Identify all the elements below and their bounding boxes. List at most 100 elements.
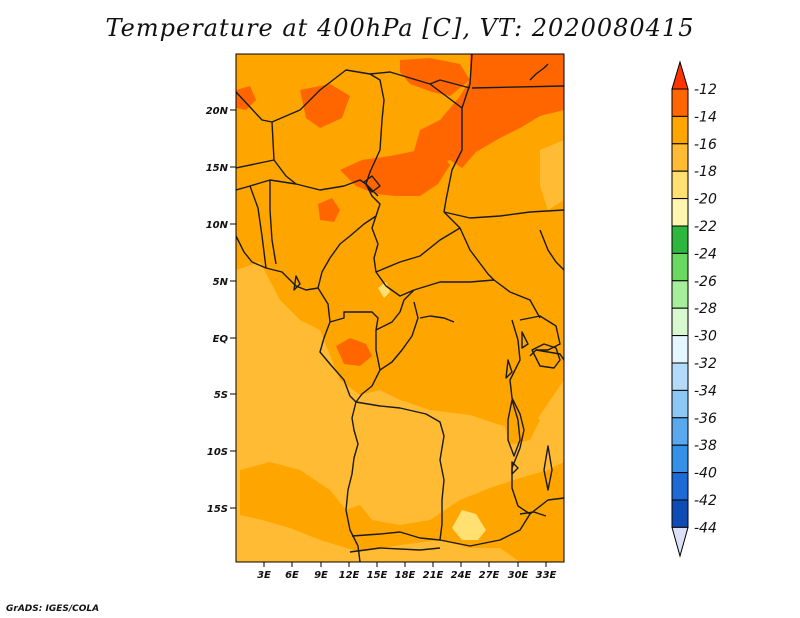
country-borders: [236, 54, 564, 562]
border-north-3: [369, 71, 495, 281]
contour-minus12-west: [236, 86, 256, 110]
lake-kariba: [519, 511, 547, 517]
colorbar-label-9: -30: [694, 329, 717, 345]
border-zambia: [439, 497, 564, 547]
lat-label-eq: EQ: [213, 334, 229, 345]
border-kenya: [539, 229, 564, 271]
colorbar-swatch-6: [671, 252, 689, 282]
longitude-axis: 3E 6E 9E 12E 15E 18E 21E 24E 27E 30E 33E: [257, 562, 557, 581]
latitude-axis: 20N 15N 10N 5N EQ 5S 10S 15S: [206, 106, 236, 515]
colorbar-swatch-1: [671, 115, 689, 145]
lat-label-5s: 5S: [214, 390, 228, 401]
colorbar-label-1: -14: [694, 109, 717, 125]
border-north-2: [271, 69, 385, 185]
colorbar-label-7: -26: [694, 274, 717, 290]
lake-malawi: [543, 445, 553, 491]
coastline: [236, 235, 361, 562]
colorbar-swatch-10: [671, 362, 689, 391]
border-angola-south: [351, 531, 401, 537]
lon-label-21e: 21E: [423, 570, 444, 581]
colorbar-label-0: -12: [694, 82, 717, 98]
border-westafrica-1: [249, 185, 267, 269]
lon-label-18e: 18E: [395, 570, 416, 581]
colorbar-label-13: -38: [694, 438, 717, 454]
lat-label-20n: 20N: [206, 106, 229, 117]
lon-label-3e: 3E: [257, 570, 271, 581]
lake-volta: [293, 275, 301, 291]
colorbar-label-2: -16: [694, 137, 717, 153]
footer-credit: GrADS: IGES/COLA: [6, 604, 100, 614]
lat-label-10n: 10N: [206, 220, 229, 231]
colorbar-swatch-4: [671, 198, 689, 227]
lon-label-24e: 24E: [451, 570, 472, 581]
contour-minus12-nigeria: [318, 198, 340, 222]
lake-tumba: [419, 315, 455, 323]
colorbar-swatch-15: [671, 499, 689, 528]
lat-label-10s: 10S: [207, 447, 228, 458]
lake-albert: [521, 331, 529, 349]
border-sahel-2: [273, 159, 297, 185]
lon-label-33e: 33E: [536, 570, 557, 581]
contour-minus16-ne: [540, 140, 564, 210]
contour-minus18-spot: [452, 510, 486, 540]
colorbar-label-11: -34: [694, 383, 717, 399]
colorbar-swatch-8: [671, 307, 689, 337]
border-cameroon: [371, 215, 415, 297]
border-north-4: [461, 54, 473, 109]
colorbar-label-4: -20: [694, 192, 717, 208]
border-north-5: [471, 85, 564, 89]
border-east-lakes: [509, 319, 531, 515]
colorbar-label-5: -22: [694, 219, 717, 235]
colorbar-swatch-9: [671, 335, 689, 364]
colorbar-swatch-13: [671, 444, 689, 474]
colorbar-swatch-7: [671, 280, 689, 309]
temperature-field: [236, 54, 564, 562]
lat-label-15n: 15N: [206, 163, 229, 174]
colorbar-label-14: -40: [694, 466, 717, 482]
map-title: Temperature at 400hPa [C], VT: 202008041…: [105, 14, 695, 42]
border-congo-2: [375, 289, 415, 331]
border-sahel-3: [429, 79, 471, 89]
colorbar-swatch-5: [671, 225, 689, 254]
contour-minus12-northeast: [412, 54, 564, 168]
colorbar-label-6: -24: [694, 246, 717, 262]
colorbar-swatch-0: [671, 88, 689, 117]
red-sea-coast: [529, 63, 549, 81]
contour-minus12-north: [400, 58, 470, 96]
lake-victoria: [531, 343, 561, 369]
colorbar-label-10: -32: [694, 356, 717, 372]
lon-label-27e: 27E: [479, 570, 500, 581]
border-car-north: [375, 227, 461, 273]
lat-label-5n: 5N: [213, 277, 229, 288]
contour-minus12-chad: [340, 150, 450, 196]
colorbar-label-8: -28: [694, 301, 717, 317]
colorbar-swatch-3: [671, 170, 689, 200]
colorbar-label-15: -42: [694, 493, 717, 509]
lon-label-6e: 6E: [285, 570, 299, 581]
lon-label-9e: 9E: [314, 570, 328, 581]
border-tanzania: [535, 349, 564, 361]
border-sudan-south: [443, 209, 564, 219]
lon-label-30e: 30E: [508, 570, 529, 581]
contour-minus12-gabon: [336, 338, 372, 366]
colorbar-swatch-14: [671, 472, 689, 501]
colorbar-label-12: -36: [694, 411, 717, 427]
border-namibia: [349, 547, 441, 553]
colorbar-top-arrow: [671, 60, 689, 90]
lon-label-15e: 15E: [367, 570, 388, 581]
contour-minus12-mali: [300, 84, 350, 128]
colorbar-swatch-11: [671, 389, 689, 419]
border-drc-river: [379, 301, 419, 371]
contour-minus16-west: [236, 280, 300, 396]
lon-label-12e: 12E: [339, 570, 360, 581]
contour-minus14-south: [240, 462, 564, 562]
colorbar-swatch-2: [671, 143, 689, 172]
border-nigeria-east: [317, 183, 381, 289]
colorbar-label-16: -44: [694, 520, 717, 536]
colorbar-bottom-arrow: [671, 526, 689, 558]
lake-chad: [363, 175, 381, 193]
border-car-south: [413, 279, 541, 319]
colorbar-swatch-12: [671, 417, 689, 446]
colorbar: -12 -14 -16 -18 -20 -22 -24 -26 -28 -30 …: [671, 60, 717, 558]
